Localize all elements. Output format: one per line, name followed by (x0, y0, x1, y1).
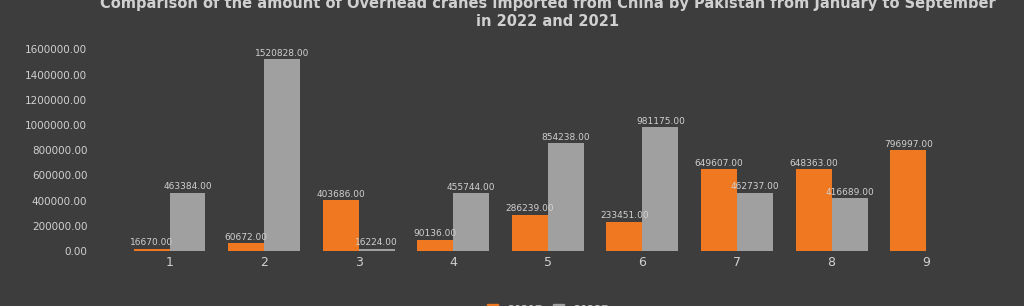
Title: Comparison of the amount of Overhead cranes imported from China by Pakistan from: Comparison of the amount of Overhead cra… (100, 0, 995, 28)
Text: 854238.00: 854238.00 (542, 133, 590, 142)
Bar (642, 127, 678, 251)
Bar (418, 240, 454, 251)
Bar (796, 169, 831, 251)
Text: 90136.00: 90136.00 (414, 229, 457, 238)
Text: 403686.00: 403686.00 (316, 189, 366, 199)
Text: 796997.00: 796997.00 (884, 140, 933, 149)
Bar (323, 200, 358, 251)
Bar (133, 249, 170, 251)
Text: 1520828.00: 1520828.00 (255, 49, 309, 58)
Text: 60672.00: 60672.00 (224, 233, 267, 242)
Bar (737, 192, 773, 251)
Text: 648363.00: 648363.00 (790, 159, 838, 168)
Text: 981175.00: 981175.00 (636, 117, 685, 126)
Bar (512, 215, 548, 251)
Text: 16224.00: 16224.00 (355, 238, 398, 247)
Text: 16670.00: 16670.00 (130, 238, 173, 247)
Text: 286239.00: 286239.00 (506, 204, 554, 213)
Legend: 2021年, 2022年: 2021年, 2022年 (487, 304, 608, 306)
Bar (606, 222, 642, 251)
Text: 462737.00: 462737.00 (731, 182, 779, 191)
Bar (264, 59, 300, 251)
Bar (170, 192, 206, 251)
Text: 649607.00: 649607.00 (694, 159, 743, 168)
Bar (831, 198, 867, 251)
Bar (358, 249, 394, 251)
Text: 463384.00: 463384.00 (163, 182, 212, 191)
Text: 416689.00: 416689.00 (825, 188, 873, 197)
Bar (890, 151, 926, 251)
Bar (548, 143, 584, 251)
Text: 233451.00: 233451.00 (600, 211, 649, 220)
Bar (701, 169, 737, 251)
Bar (228, 243, 264, 251)
Text: 455744.00: 455744.00 (447, 183, 496, 192)
Bar (454, 193, 489, 251)
